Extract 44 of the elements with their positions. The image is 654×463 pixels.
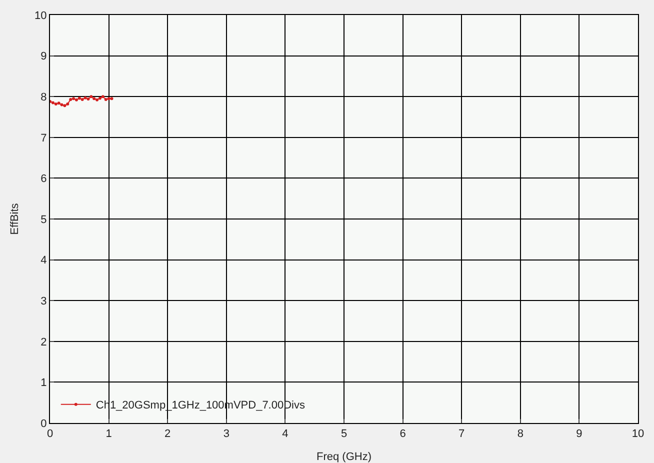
point xyxy=(69,98,72,101)
point xyxy=(96,98,99,102)
point xyxy=(110,97,114,100)
point xyxy=(104,98,108,101)
point xyxy=(54,102,58,106)
x-tick-label: 3 xyxy=(223,428,230,440)
point xyxy=(72,97,76,100)
x-tick-label: 7 xyxy=(458,428,465,440)
x-tick-label: 5 xyxy=(340,428,348,440)
point xyxy=(63,104,66,108)
point xyxy=(90,95,93,98)
x-tick-label: 8 xyxy=(517,428,524,440)
y-tick-label: 4 xyxy=(40,254,47,267)
y-tick-label: 0 xyxy=(40,418,47,430)
point xyxy=(74,98,78,102)
point xyxy=(92,97,96,100)
point xyxy=(84,96,87,100)
point xyxy=(57,102,60,105)
x-tick-label: 4 xyxy=(282,428,288,440)
y-tick-label: 9 xyxy=(40,50,47,63)
y-tick-label: 8 xyxy=(40,91,47,104)
y-tick-label: 3 xyxy=(40,295,47,308)
point xyxy=(78,96,81,100)
y-tick-label: 7 xyxy=(40,132,47,144)
point xyxy=(80,98,84,101)
y-tick-label: 2 xyxy=(40,336,47,348)
point xyxy=(60,103,64,106)
x-tick-label: 9 xyxy=(576,428,582,440)
x-tick-label: 6 xyxy=(400,428,406,440)
point xyxy=(86,98,90,101)
y-tick-label: 10 xyxy=(34,10,47,22)
point xyxy=(107,97,110,100)
y-tick-label: 5 xyxy=(40,214,47,226)
point xyxy=(51,101,54,104)
y-tick-label: 6 xyxy=(40,173,47,186)
point xyxy=(101,95,104,98)
x-tick-label: 1 xyxy=(106,428,112,440)
y-tick-label: 1 xyxy=(40,377,47,390)
x-axis-title: Freq (GHz) xyxy=(316,451,372,463)
y-axis-title: EffBits xyxy=(9,202,21,235)
point xyxy=(98,96,102,100)
x-tick-label: 2 xyxy=(164,428,171,440)
x-tick-label: 10 xyxy=(632,428,644,440)
point xyxy=(66,102,70,106)
